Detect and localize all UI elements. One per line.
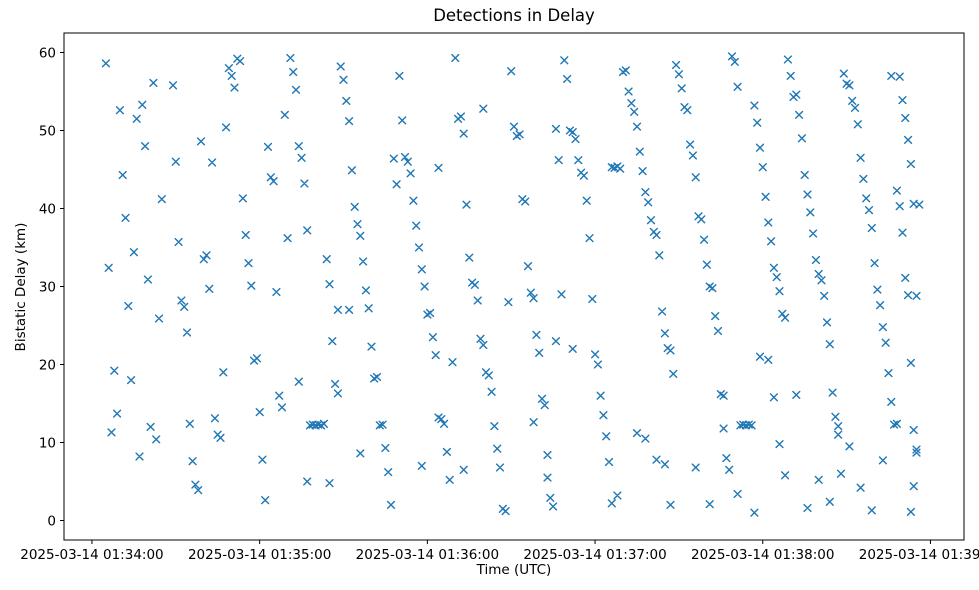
x-tick-label: 2025-03-14 01:37:00 — [523, 547, 666, 563]
x-tick-label: 2025-03-14 01:39:00 — [859, 547, 979, 563]
x-tick-label: 2025-03-14 01:35:00 — [188, 547, 331, 563]
x-tick-label: 2025-03-14 01:38:00 — [691, 547, 834, 563]
y-tick-label: 40 — [39, 201, 56, 217]
chart-title: Detections in Delay — [433, 6, 595, 25]
scatter-points — [101, 52, 924, 517]
y-tick-label: 30 — [39, 279, 56, 295]
y-tick-label: 20 — [39, 357, 56, 373]
plot-border — [63, 32, 965, 541]
y-tick-label: 50 — [39, 123, 56, 139]
y-tick-label: 0 — [47, 513, 56, 529]
y-axis-label: Bistatic Delay (km) — [13, 222, 29, 352]
x-tick-label: 2025-03-14 01:36:00 — [356, 547, 499, 563]
y-tick-label: 10 — [39, 435, 56, 451]
x-axis-label: Time (UTC) — [476, 562, 552, 578]
y-tick-label: 60 — [39, 45, 56, 61]
x-tick-label: 2025-03-14 01:34:00 — [20, 547, 163, 563]
